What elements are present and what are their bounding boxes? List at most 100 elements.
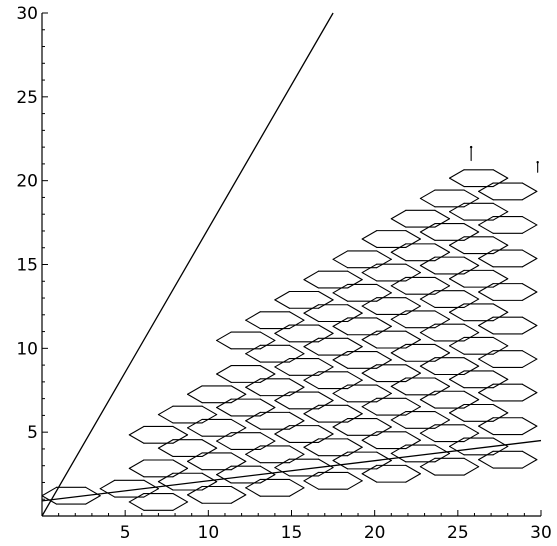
lattice-edge	[216, 432, 232, 442]
lattice-edge	[405, 364, 421, 374]
lattice-edge	[347, 413, 363, 423]
lattice-edge	[419, 197, 436, 208]
lattice-edge	[186, 393, 203, 404]
lattice-edge	[463, 189, 480, 199]
lattice-edge	[201, 405, 218, 416]
lattice-edge	[478, 350, 494, 360]
lattice-edge	[303, 371, 320, 381]
lattice-edge	[376, 359, 392, 369]
lattice-edge	[347, 270, 363, 281]
lattice-edge	[405, 271, 421, 282]
lattice-edge	[259, 373, 276, 383]
lattice-edge	[259, 474, 276, 484]
lattice-edge	[478, 249, 494, 260]
lattice-edge	[186, 485, 203, 496]
lattice-edge	[405, 305, 421, 316]
lattice-edge	[463, 256, 480, 267]
lattice-edge	[172, 434, 189, 444]
lattice-edge	[376, 392, 392, 403]
lattice-edge	[128, 434, 145, 444]
lattice-edge	[361, 230, 378, 240]
lattice-edge	[186, 460, 203, 471]
x-tick-label: 25	[447, 523, 469, 543]
lattice-edge	[288, 311, 305, 321]
lattice-edge	[230, 427, 247, 437]
lattice-edge	[521, 257, 538, 268]
lattice-edge	[332, 292, 349, 302]
lattice-edge	[303, 413, 320, 423]
lattice-edge	[216, 398, 232, 409]
lattice-edge	[317, 391, 334, 402]
lattice-edge	[245, 411, 261, 422]
lattice-edge	[376, 325, 392, 336]
y-tick-label: 30	[16, 4, 38, 24]
lattice-edge	[332, 325, 349, 336]
lattice-edge	[332, 350, 349, 361]
lattice-edge	[419, 189, 436, 199]
lattice-edge	[478, 182, 494, 192]
lattice-edge	[463, 424, 480, 434]
lattice-edge	[361, 305, 378, 316]
lattice-edge	[463, 231, 480, 241]
lattice-edge	[347, 446, 363, 457]
lattice-edge	[492, 177, 509, 188]
lattice-edge	[186, 385, 203, 395]
lattice-edge	[245, 478, 261, 489]
lattice-edge	[492, 311, 509, 322]
lattice-edge	[390, 377, 407, 387]
lattice-edge	[478, 358, 494, 368]
lattice-edge	[419, 424, 436, 434]
lattice-edge	[390, 276, 407, 287]
lattice-edge	[521, 450, 538, 461]
lattice-edge	[317, 425, 334, 435]
x-tick-label: 15	[281, 523, 303, 543]
lattice-edge	[448, 211, 465, 221]
lattice-edge	[332, 392, 349, 403]
lattice-stub-end	[536, 161, 539, 164]
lattice-edge	[230, 393, 247, 404]
lattice-edge	[157, 447, 174, 458]
lattice-edge	[347, 438, 363, 448]
lattice-edge	[376, 292, 392, 302]
lattice-edge	[361, 439, 378, 450]
lattice-edge	[230, 485, 247, 496]
lattice-edge	[332, 250, 349, 260]
lattice-edge	[361, 364, 378, 374]
lattice-edge	[521, 283, 538, 293]
lattice-edge	[172, 425, 189, 436]
lattice-edge	[405, 464, 421, 475]
chart-axes: 5 10 15 20 25 30 5 10 15 20 25 30	[16, 4, 551, 543]
lattice-edge	[347, 471, 363, 482]
lattice-edge	[434, 452, 451, 463]
lattice-edge	[201, 447, 218, 458]
lattice-edge	[361, 397, 378, 408]
lattice-edge	[390, 318, 407, 329]
lattice-edge	[128, 459, 145, 469]
lattice-edge	[172, 459, 189, 469]
lattice-edge	[448, 177, 465, 188]
lattice-edge	[317, 290, 334, 301]
lattice-edge	[521, 291, 538, 301]
x-tick-label: 5	[120, 523, 131, 543]
lattice-edge	[419, 290, 436, 300]
lattice-edge	[347, 371, 363, 381]
lattice-edge	[492, 169, 509, 179]
lattice-edge	[478, 224, 494, 234]
lattice-edge	[216, 373, 232, 383]
lattice-edge	[478, 215, 494, 226]
lattice-edge	[434, 285, 451, 295]
lattice-edge	[361, 330, 378, 341]
lattice-edge	[492, 345, 509, 355]
lattice-edge	[463, 264, 480, 275]
lattice-stub-end	[469, 145, 473, 149]
lattice-edge	[390, 444, 407, 455]
lattice-edge	[419, 256, 436, 267]
lattice-edge	[419, 399, 436, 409]
lattice-edge	[376, 250, 392, 260]
lattice-edge	[361, 473, 378, 483]
lattice-edge	[463, 399, 480, 409]
lattice-edge	[303, 312, 320, 323]
lattice-edge	[405, 263, 421, 274]
lattice-edge	[419, 332, 436, 342]
